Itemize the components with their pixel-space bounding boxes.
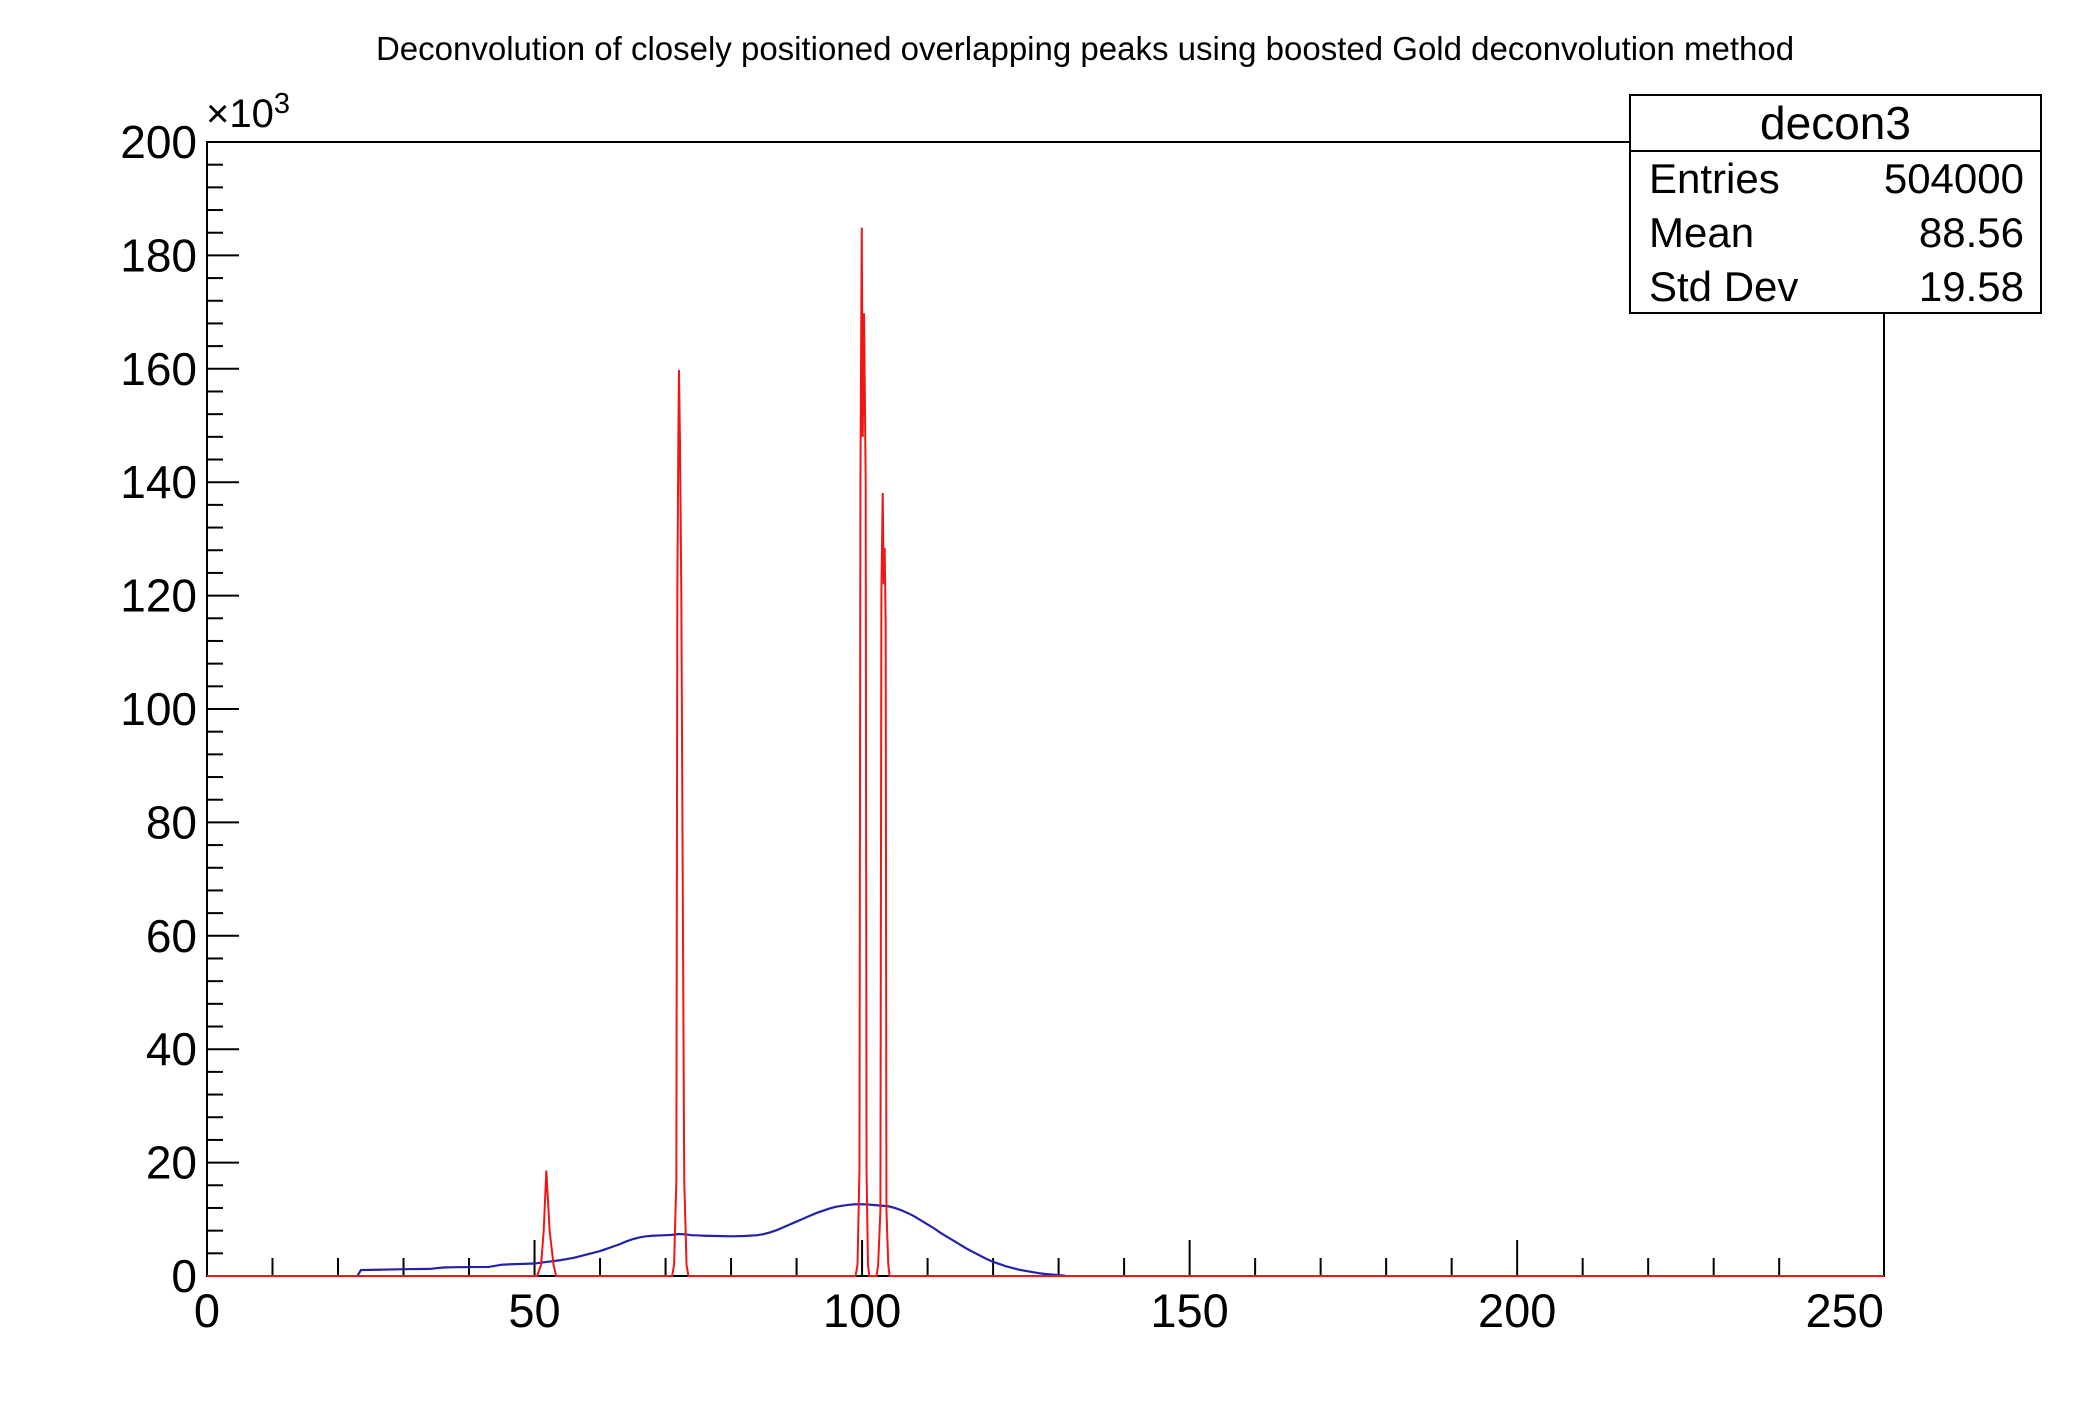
chart-title: Deconvolution of closely positioned over… xyxy=(375,30,1795,67)
y-axis-label: 120 xyxy=(120,570,197,622)
y-axis-label: 160 xyxy=(120,343,197,395)
y-axis-exponent-base: ×10 xyxy=(206,92,274,136)
stats-row-stddev: Std Dev 19.58 xyxy=(1631,260,2040,314)
stats-label-mean: Mean xyxy=(1649,209,1755,256)
y-axis-exponent-power: 3 xyxy=(273,88,290,120)
stats-label-entries: Entries xyxy=(1649,155,1780,202)
x-axis-label: 0 xyxy=(194,1284,220,1337)
y-axis-label: 140 xyxy=(120,456,197,508)
x-axis-label: 150 xyxy=(1150,1284,1228,1337)
stats-value-mean: 88.56 xyxy=(1918,209,2024,256)
source-spectrum-line xyxy=(356,1203,1066,1277)
stats-box-title: decon3 xyxy=(1631,96,2040,152)
stats-value-entries: 504000 xyxy=(1883,155,2024,202)
stats-value-stddev: 19.58 xyxy=(1918,263,2024,310)
y-axis-label: 180 xyxy=(120,229,197,281)
stats-label-stddev: Std Dev xyxy=(1649,263,1799,310)
x-axis-label: 200 xyxy=(1478,1284,1556,1337)
y-axis-label: 40 xyxy=(146,1023,197,1075)
stats-row-mean: Mean 88.56 xyxy=(1631,206,2040,260)
y-axis-label: 20 xyxy=(146,1137,197,1189)
y-axis-label: 200 xyxy=(120,116,197,168)
y-axis-label: 80 xyxy=(146,796,197,848)
x-axis-label: 100 xyxy=(823,1284,901,1337)
deconvolved-spectrum-decon3-line xyxy=(207,227,1884,1277)
x-axis-label: 250 xyxy=(1805,1284,1883,1337)
y-axis-exponent-label: ×103 xyxy=(206,88,290,137)
y-axis-label: 0 xyxy=(171,1250,197,1302)
stats-row-entries: Entries 504000 xyxy=(1631,152,2040,206)
x-axis-label: 50 xyxy=(508,1284,560,1337)
y-axis-label: 60 xyxy=(146,910,197,962)
stats-box: decon3 Entries 504000 Mean 88.56 Std Dev… xyxy=(1629,94,2042,314)
y-axis-label: 100 xyxy=(120,683,197,735)
